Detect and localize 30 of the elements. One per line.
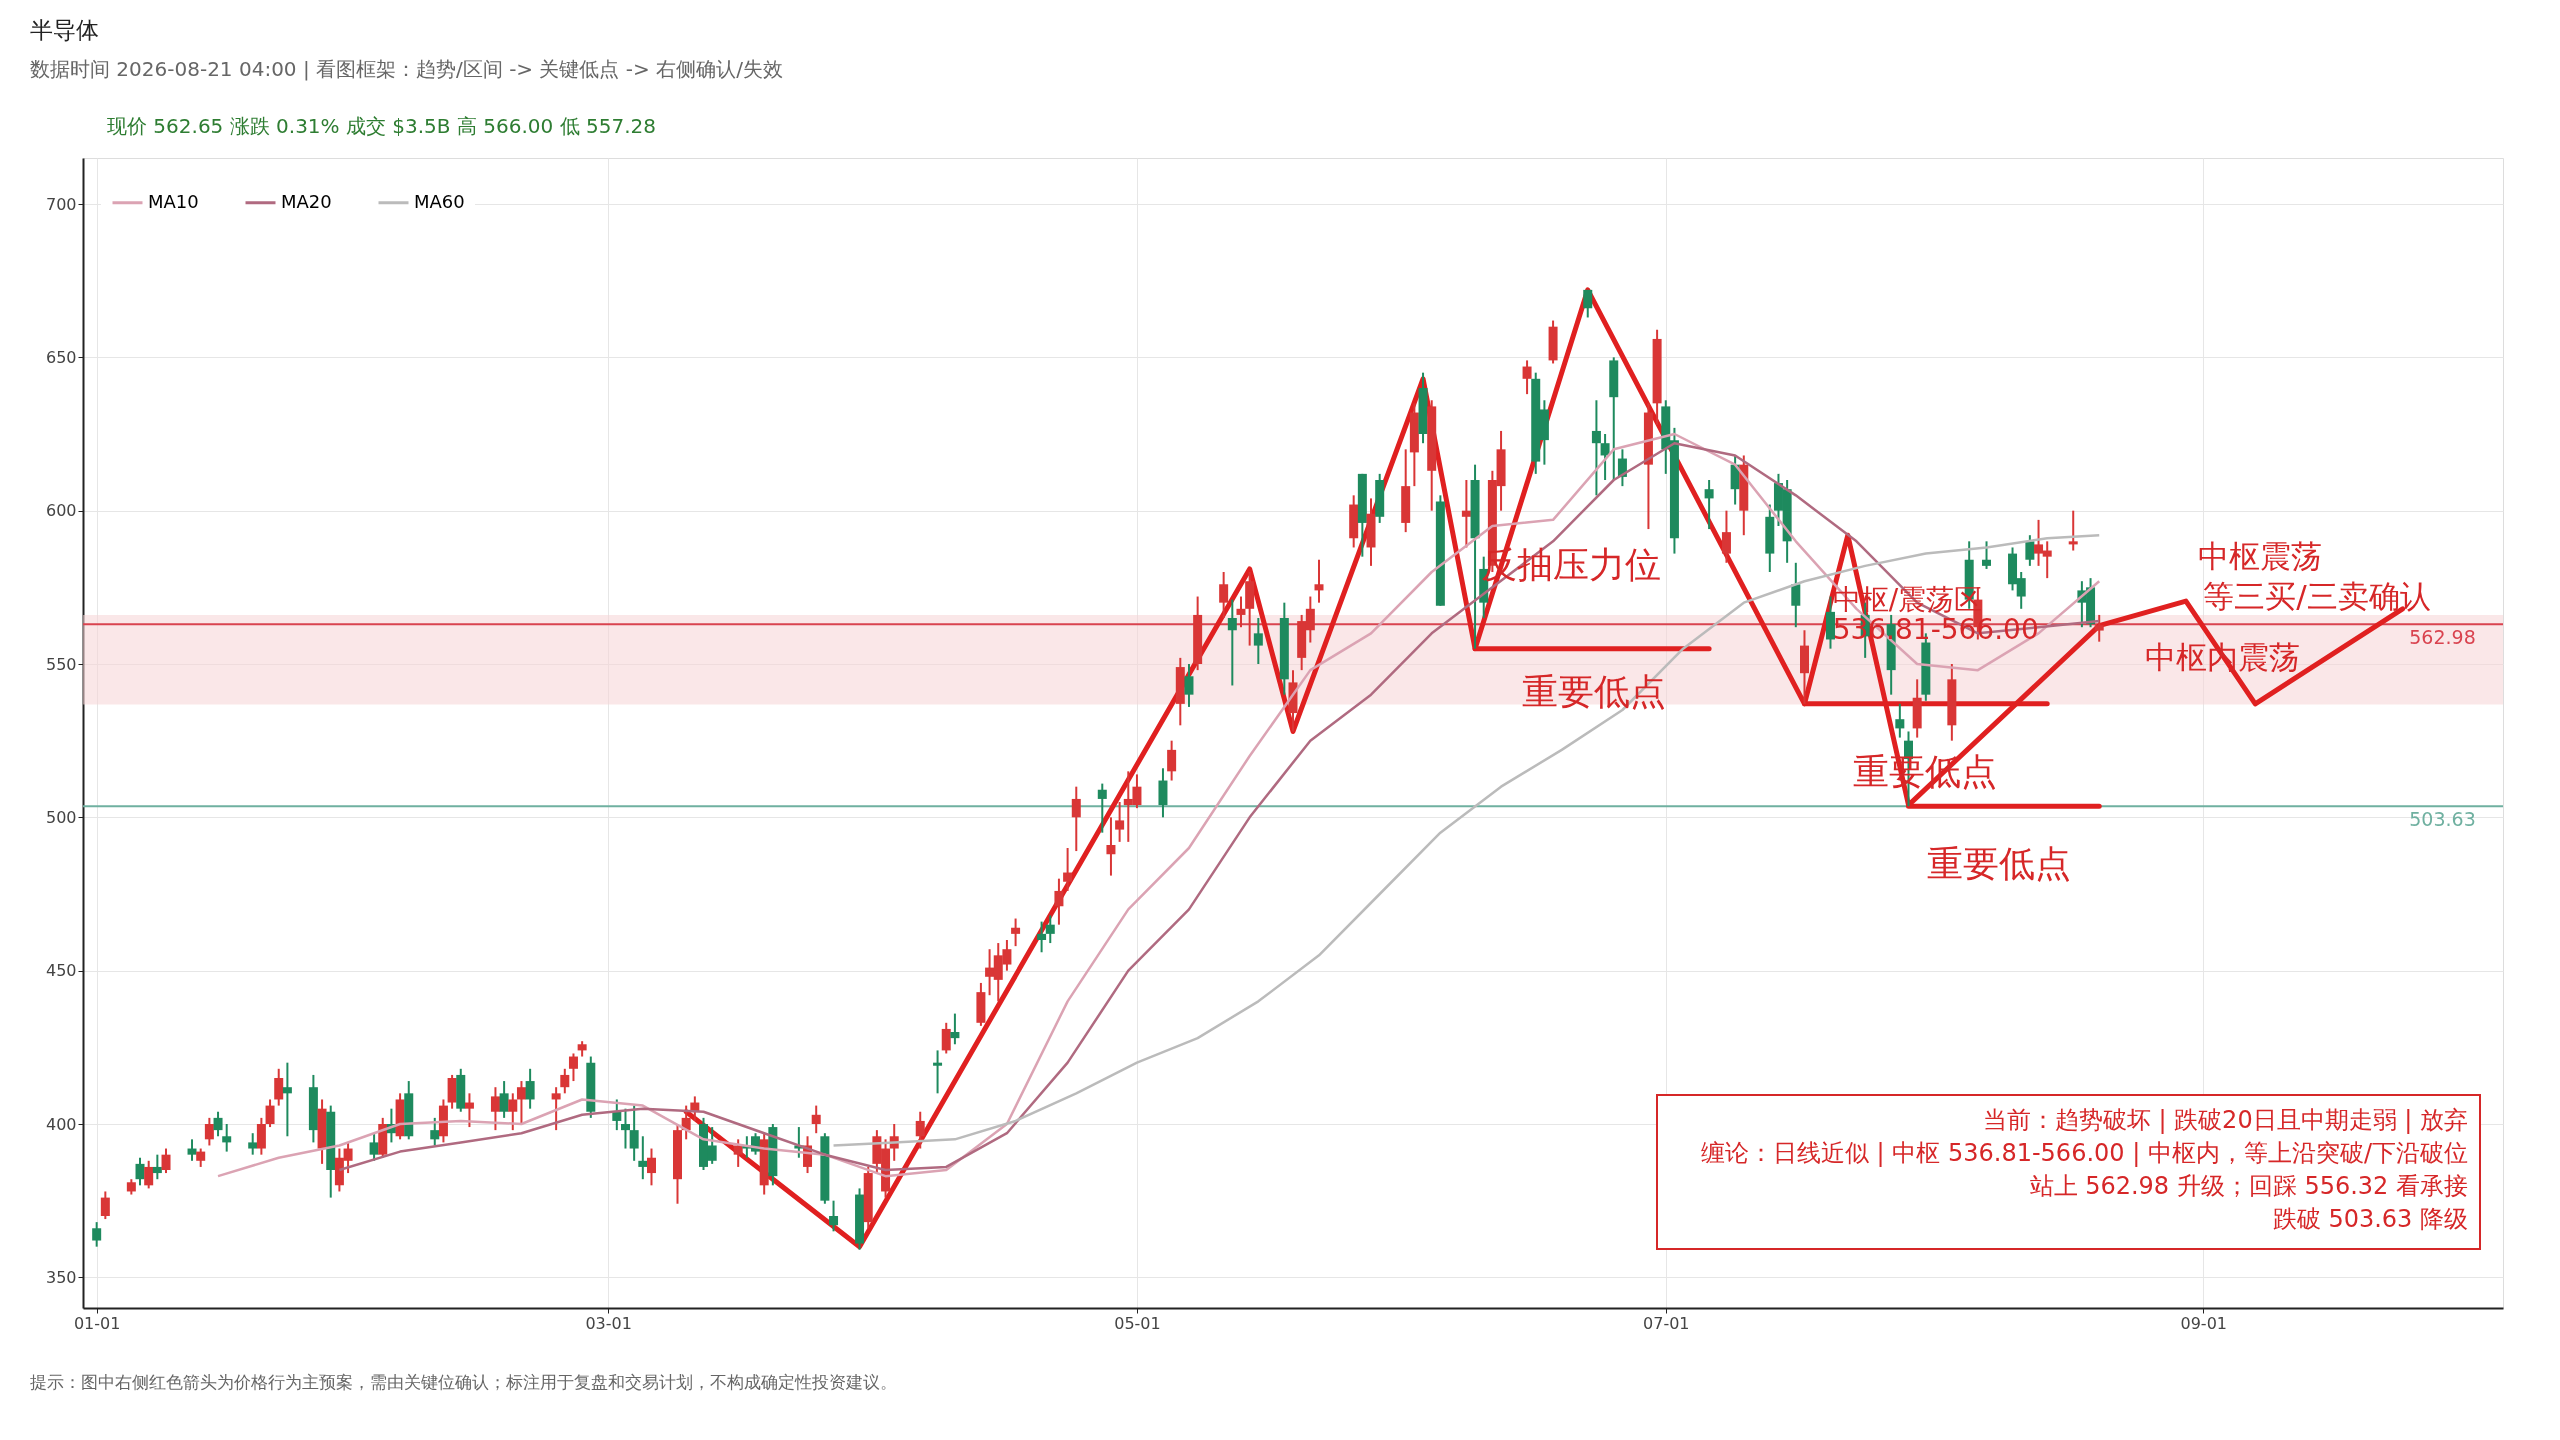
text: 提示：图中右侧红色箭头为价格行为主预案，需由关键位确认；标注用于复盘和交易计划，不构成确定性投资建议。 bbox=[30, 1372, 897, 1392]
annotation: 跌破 503.63 降级 bbox=[2272, 1205, 2468, 1233]
annotation: 缠论：日线近似 | 中枢 536.81-566.00 | 中枢内，等上沿突破/下沿破位 bbox=[1700, 1139, 2468, 1167]
text: 现价 562.65 涨跌 0.31% 成交 $3.5B 高 566.00 低 557.28 bbox=[107, 114, 656, 138]
y-tick-label: 350 bbox=[45, 1267, 77, 1287]
annotation: 站上 562.98 升级；回踩 556.32 看承接 bbox=[2029, 1172, 2468, 1200]
y-tick-label: 400 bbox=[45, 1114, 77, 1134]
legend-label: MA60 bbox=[414, 190, 465, 212]
annotation: 当前：趋势破坏 | 跌破20日且中期走弱 | 放弃 bbox=[1982, 1106, 2468, 1134]
annotation: 等三买/三卖确认 bbox=[2203, 578, 2431, 614]
x-tick-label: 05-01 bbox=[1114, 1313, 1161, 1333]
annotation: 中枢震荡 bbox=[2198, 538, 2322, 574]
x-tick-label: 07-01 bbox=[1643, 1313, 1690, 1333]
x-tick-label: 09-01 bbox=[2180, 1313, 2227, 1333]
annotation: 重要低点 bbox=[1927, 843, 2071, 884]
ref-line-label: 503.63 bbox=[2409, 808, 2476, 831]
y-tick-label: 500 bbox=[45, 807, 77, 827]
legend-label: MA10 bbox=[148, 190, 199, 212]
y-tick-label: 450 bbox=[45, 961, 77, 981]
x-tick-label: 03-01 bbox=[585, 1313, 632, 1333]
y-tick-label: 550 bbox=[45, 654, 77, 674]
chart-title: 半导体 bbox=[30, 17, 99, 43]
y-tick-label: 650 bbox=[45, 347, 77, 367]
ref-line-label: 562.98 bbox=[2409, 626, 2476, 649]
annotation: 重要低点 bbox=[1522, 671, 1666, 712]
y-tick-label: 700 bbox=[45, 194, 77, 214]
legend-label: MA20 bbox=[281, 190, 332, 212]
chart-subtitle: 数据时间 2026-08-21 04:00 | 看图框架：趋势/区间 -> 关键低点 -> 右侧确认/失效 bbox=[30, 57, 783, 81]
y-tick-label: 600 bbox=[45, 501, 77, 521]
x-tick-label: 01-01 bbox=[73, 1313, 121, 1333]
